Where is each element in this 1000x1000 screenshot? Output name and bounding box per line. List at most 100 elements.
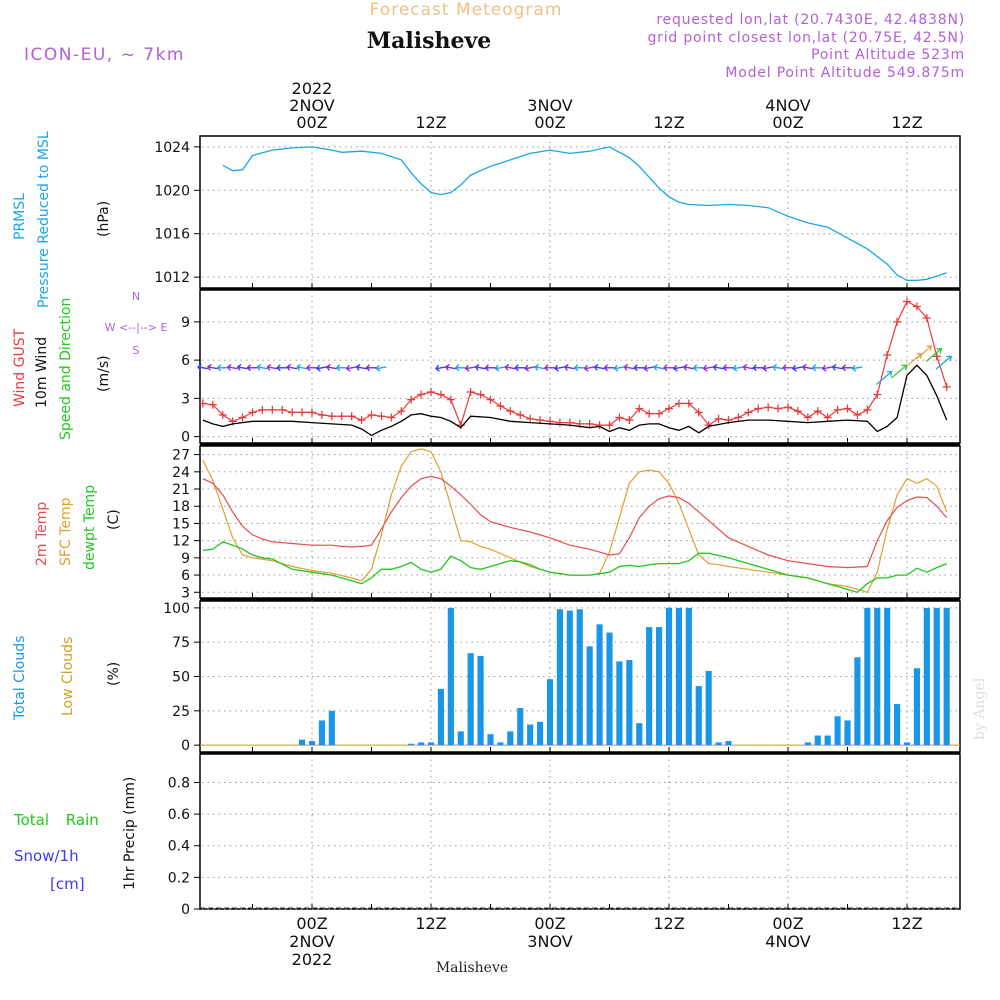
wind-direction-arrow: [792, 364, 803, 372]
total-clouds-label: Total Clouds: [12, 636, 28, 721]
wind-gust-marker: [367, 410, 376, 419]
cloud-bar: [596, 624, 603, 746]
wind-gust-marker: [912, 302, 921, 311]
wind-direction-arrow: [821, 364, 833, 372]
pressure-unit: (hPa): [96, 201, 112, 237]
wind-direction-arrow: [504, 363, 516, 371]
wind-gust-marker: [625, 416, 634, 425]
wind-gust-marker: [635, 404, 644, 413]
wind-gust-marker: [407, 395, 416, 404]
cloud-bar: [556, 609, 563, 746]
wind-tick-label: 9: [181, 315, 190, 331]
wind-direction-arrow: [633, 364, 645, 372]
cloud-bar: [566, 610, 573, 746]
wind-gust-marker: [774, 404, 783, 413]
wind-gust-label: Wind GUST: [12, 328, 28, 407]
watermark: by Angel: [972, 677, 988, 740]
temp-unit: (C): [106, 509, 122, 530]
wind-direction-arrow: [375, 364, 387, 372]
wind-gust-marker: [555, 418, 564, 427]
wind-gust-marker: [288, 408, 297, 417]
temp-dewpt-label: dewpt Temp: [82, 485, 98, 570]
point-altitude: Point Altitude 523m: [811, 47, 965, 63]
wind-direction-arrow: [325, 363, 337, 371]
cloud-bar: [834, 716, 841, 746]
clouds-tick-label: 50: [172, 670, 190, 686]
wind-direction-arrow: [474, 363, 486, 371]
wind-gust-marker: [208, 400, 217, 409]
wind-direction-arrow: [494, 364, 506, 372]
wind-gust-marker: [436, 390, 445, 399]
wind-gust-marker: [734, 413, 743, 422]
wind-direction-arrow: [335, 364, 347, 372]
wind-gust-marker: [595, 421, 604, 430]
cloud-bar: [328, 710, 335, 746]
cloud-bar: [894, 703, 901, 746]
temp-sfc-label: SFC Temp: [58, 497, 74, 566]
cloud-bar: [656, 627, 663, 746]
cloud-bar: [854, 657, 861, 746]
wind-direction-arrow: [702, 364, 714, 372]
cloud-bar: [725, 741, 732, 746]
temp-tick-label: 9: [181, 551, 190, 567]
wind-gust-marker: [397, 407, 406, 416]
wind-gust-marker: [793, 407, 802, 416]
wind-gust-marker: [308, 408, 316, 417]
wind-direction-arrow: [316, 364, 327, 372]
cloud-bar: [636, 723, 643, 746]
wind-gust-marker: [853, 410, 862, 419]
low-clouds-label: Low Clouds: [60, 637, 76, 716]
wind-gust-marker: [823, 413, 832, 422]
compass-rose: N S: [132, 290, 140, 357]
wind-gust-marker: [357, 416, 366, 425]
wind-direction-arrow: [925, 347, 943, 362]
cloud-bar: [318, 720, 325, 746]
wind-direction-arrow: [915, 345, 933, 360]
top-time-label: 2NOV: [289, 96, 334, 115]
wind-gust-marker: [486, 395, 495, 404]
wind-gust-marker: [337, 412, 346, 421]
cloud-bar: [467, 653, 474, 746]
wind-gust-marker: [585, 419, 594, 428]
wind-tick-label: 0: [181, 430, 190, 446]
wind-direction-arrow: [801, 363, 813, 371]
wind-direction-arrow: [593, 363, 605, 371]
wind-direction-arrow: [435, 364, 446, 372]
cloud-bar: [903, 742, 911, 746]
temp-tick-label: 27: [172, 448, 190, 464]
wind-direction-arrow: [583, 364, 595, 372]
wind-gust-marker: [615, 413, 624, 422]
cloud-bar: [844, 720, 851, 746]
wind-direction-arrow: [266, 363, 278, 371]
cloud-bar: [606, 632, 613, 746]
wind-gust-marker: [764, 403, 773, 412]
requested-lonlat: requested lon,lat (20.7430E, 42.4838N): [656, 12, 965, 28]
temp-2m-line: [202, 475, 948, 569]
wind-gust-marker: [238, 413, 247, 422]
bottom-time-label: 12Z: [415, 914, 446, 933]
top-time-label: 12Z: [891, 113, 922, 132]
rain-label: Total Rain: [13, 811, 99, 829]
cloud-bar: [447, 607, 454, 746]
clouds-tick-label: 0: [181, 738, 190, 754]
wind-direction-arrow: [514, 364, 526, 372]
model-point-altitude: Model Point Altitude 549.875m: [725, 65, 965, 81]
wind-gust-marker: [327, 412, 336, 421]
cloud-bar: [537, 721, 544, 746]
wind-direction-arrow: [296, 363, 308, 371]
bottom-time-label: 2022: [292, 950, 333, 969]
temp-frame: [199, 445, 961, 599]
wind-gust-marker: [833, 405, 842, 414]
wind-gust-marker: [317, 410, 326, 419]
wind-direction-arrow: [365, 364, 377, 372]
cloud-bar: [665, 607, 673, 746]
wind-direction-arrow: [484, 364, 496, 372]
precip-panel: 0 0.2 0.4 0.6 0.8: [168, 287, 961, 918]
cloud-bar: [586, 646, 593, 746]
top-time-label: 00Z: [296, 113, 327, 132]
wind-gust-marker: [843, 404, 852, 413]
cloud-bar: [874, 607, 881, 746]
wind-direction-arrow: [554, 364, 565, 372]
clouds-tick-label: 25: [172, 704, 190, 720]
